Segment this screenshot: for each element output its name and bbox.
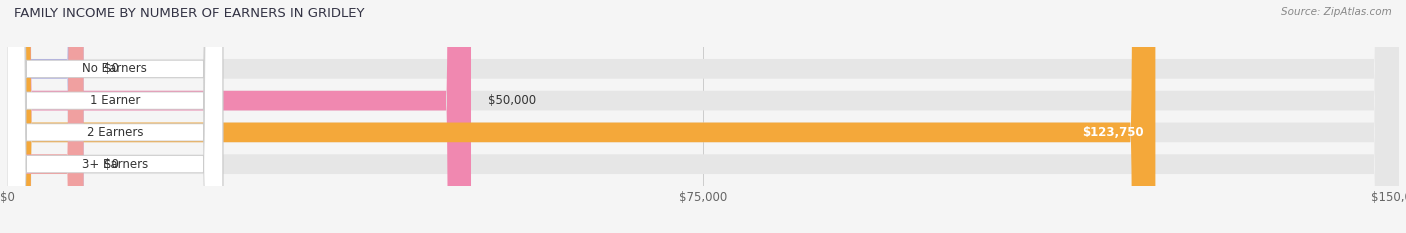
Text: 3+ Earners: 3+ Earners <box>82 158 148 171</box>
Text: $0: $0 <box>104 158 120 171</box>
FancyBboxPatch shape <box>7 0 222 233</box>
FancyBboxPatch shape <box>7 0 471 233</box>
FancyBboxPatch shape <box>7 0 1156 233</box>
Text: 1 Earner: 1 Earner <box>90 94 141 107</box>
FancyBboxPatch shape <box>7 0 1399 233</box>
FancyBboxPatch shape <box>7 0 222 233</box>
Text: $0: $0 <box>104 62 120 75</box>
Text: $123,750: $123,750 <box>1083 126 1144 139</box>
Text: FAMILY INCOME BY NUMBER OF EARNERS IN GRIDLEY: FAMILY INCOME BY NUMBER OF EARNERS IN GR… <box>14 7 364 20</box>
FancyBboxPatch shape <box>7 0 1399 233</box>
FancyBboxPatch shape <box>7 0 1399 233</box>
FancyBboxPatch shape <box>7 0 222 233</box>
FancyBboxPatch shape <box>7 0 83 233</box>
FancyBboxPatch shape <box>7 0 83 233</box>
FancyBboxPatch shape <box>7 0 222 233</box>
Text: No Earners: No Earners <box>83 62 148 75</box>
Text: Source: ZipAtlas.com: Source: ZipAtlas.com <box>1281 7 1392 17</box>
Text: $50,000: $50,000 <box>488 94 536 107</box>
FancyBboxPatch shape <box>7 0 1399 233</box>
Text: 2 Earners: 2 Earners <box>87 126 143 139</box>
